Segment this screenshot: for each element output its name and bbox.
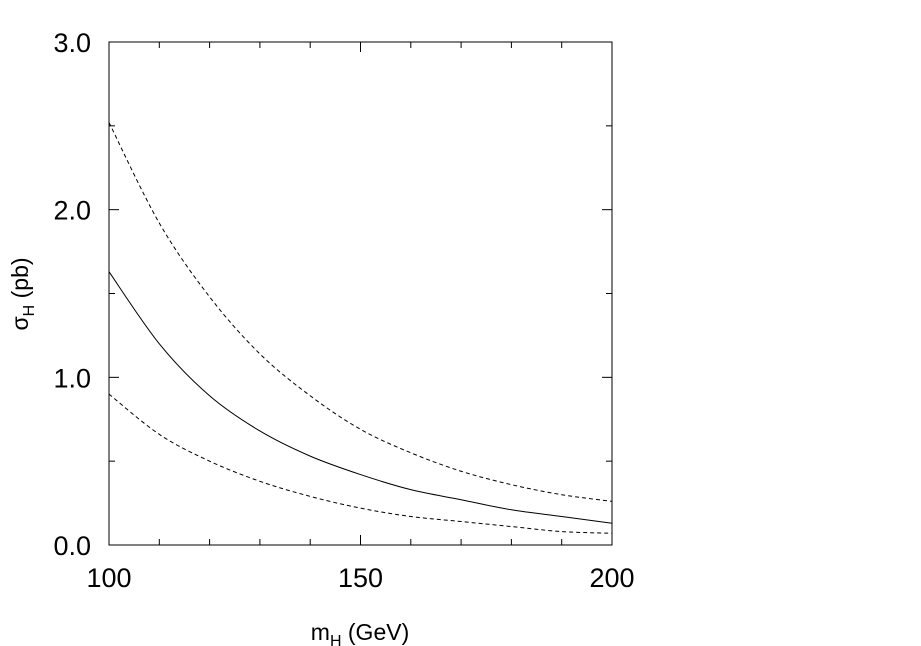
x-tick-label: 100 [86,563,131,593]
series-group [108,122,613,534]
y-tick-label: 1.0 [53,363,91,393]
x-tick-label: 200 [589,563,634,593]
axis-ticks [108,41,613,546]
y-tick-label: 0.0 [53,531,91,561]
plot-frame [108,41,613,546]
x-axis-label: mH (GeV) [311,619,409,646]
series-line-3-dashed [108,393,613,534]
tick-labels: 100 150 200 0.0 1.0 2.0 3.0 [53,28,634,593]
x-tick-label: 150 [338,563,383,593]
y-axis-label: σH (pb) [7,257,38,330]
series-line-1-dashed [108,122,613,502]
series-line-2-solid [108,271,613,524]
y-tick-label: 2.0 [53,196,91,226]
y-tick-label: 3.0 [53,28,91,58]
